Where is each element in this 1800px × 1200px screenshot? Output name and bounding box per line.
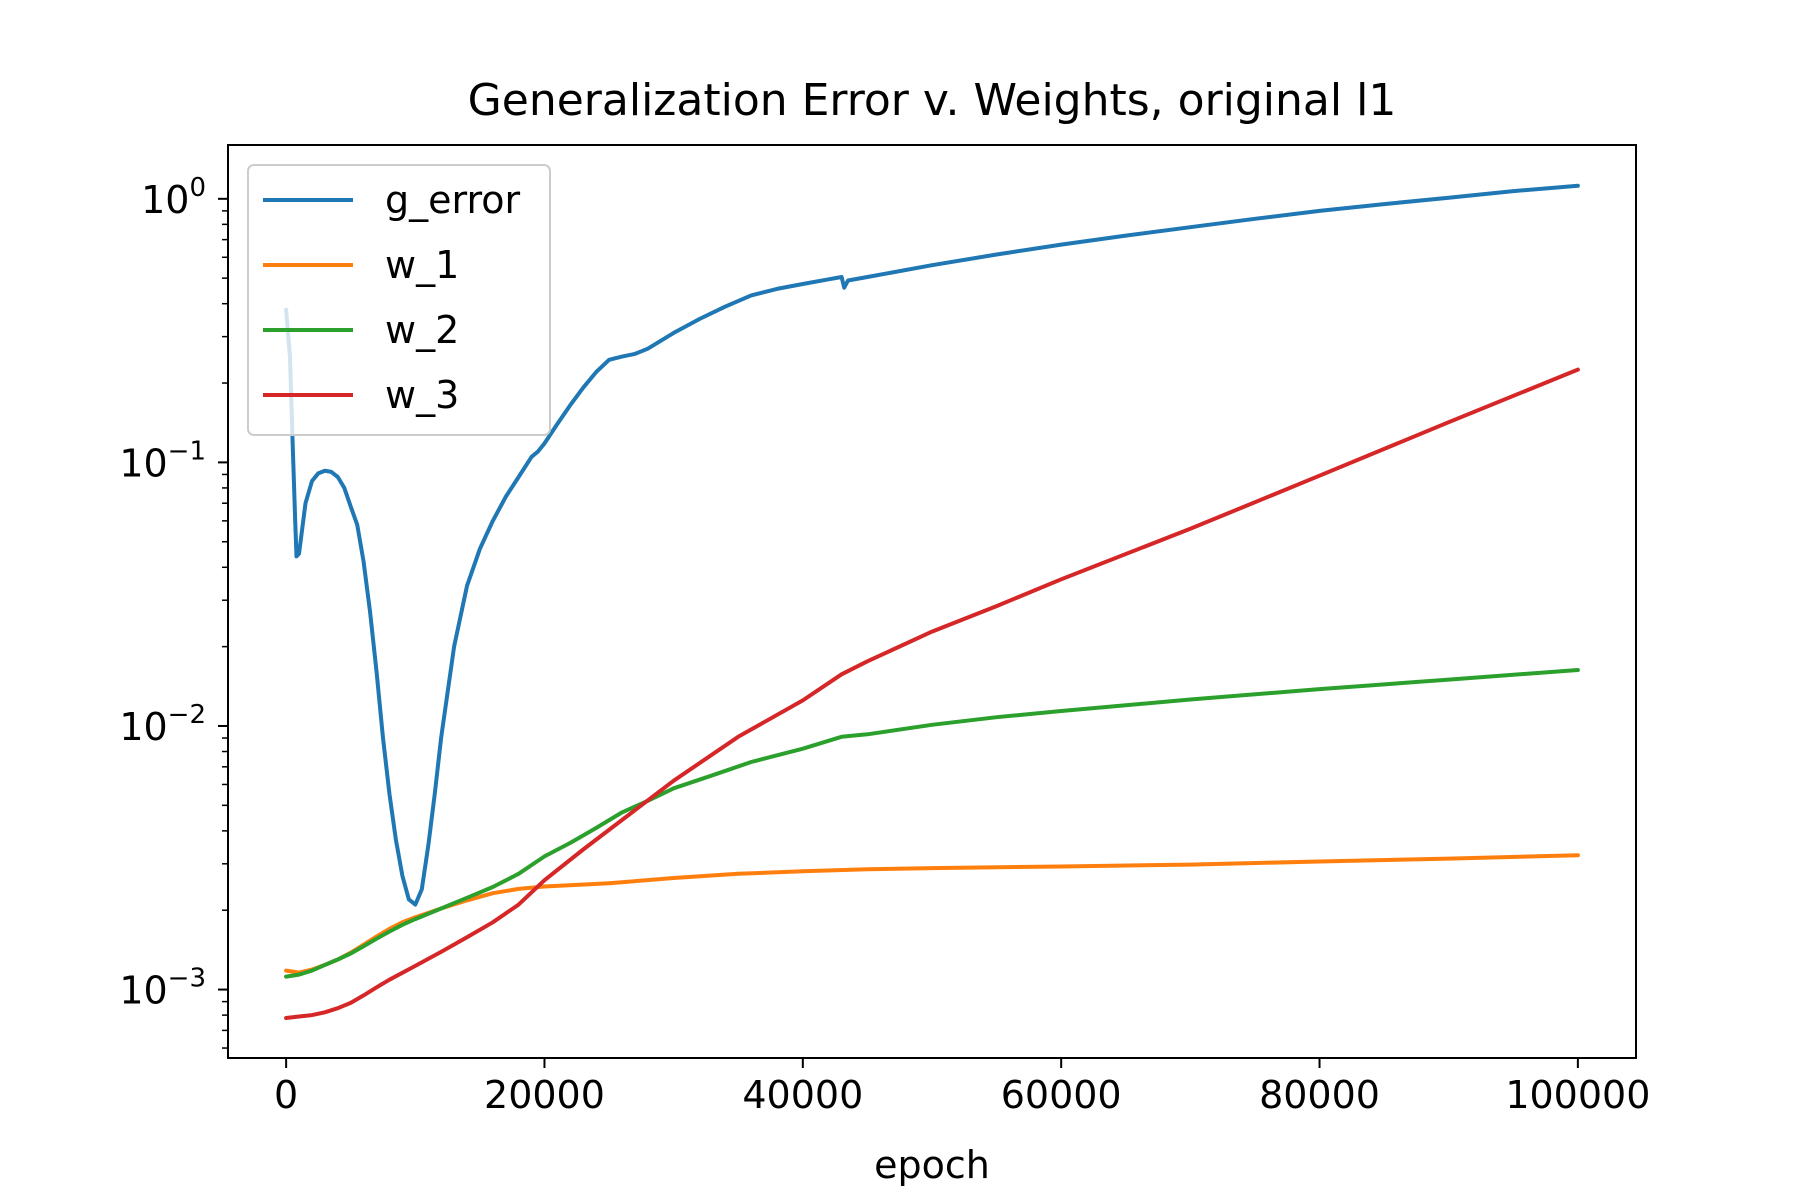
legend-label: w_1: [385, 243, 459, 287]
series-line-g-error: [284, 183, 1580, 907]
y-tick-label: 10−1: [119, 436, 206, 485]
x-axis-ticks: 0 20000 40000 60000 80000 100000: [274, 1058, 1650, 1117]
x-tick-label: 0: [274, 1073, 298, 1117]
legend-label: w_2: [385, 308, 459, 352]
x-tick-label: 40000: [742, 1073, 863, 1117]
legend: g_error w_1 w_2 w_3: [247, 164, 551, 436]
x-axis-label: epoch: [874, 1143, 990, 1187]
plot-frame: [227, 144, 1637, 1059]
series-line-w-3: [284, 367, 1580, 1020]
plot-lines: [284, 183, 1580, 1020]
y-tick-label: 10−3: [119, 964, 206, 1013]
y-tick-label: 100: [141, 173, 206, 222]
chart-title: Generalization Error v. Weights, origina…: [468, 75, 1397, 126]
y-axis-ticks: 10−3 10−2 10−1 100: [119, 173, 228, 1049]
x-tick-label: 60000: [1001, 1073, 1122, 1117]
legend-label: w_3: [385, 373, 459, 417]
x-tick-label: 100000: [1505, 1073, 1650, 1117]
x-tick-label: 80000: [1259, 1073, 1380, 1117]
x-tick-label: 20000: [484, 1073, 605, 1117]
series-line-w-2: [284, 668, 1580, 979]
y-tick-label: 10−2: [119, 700, 206, 749]
legend-box: [247, 164, 551, 436]
legend-label: g_error: [385, 178, 520, 222]
